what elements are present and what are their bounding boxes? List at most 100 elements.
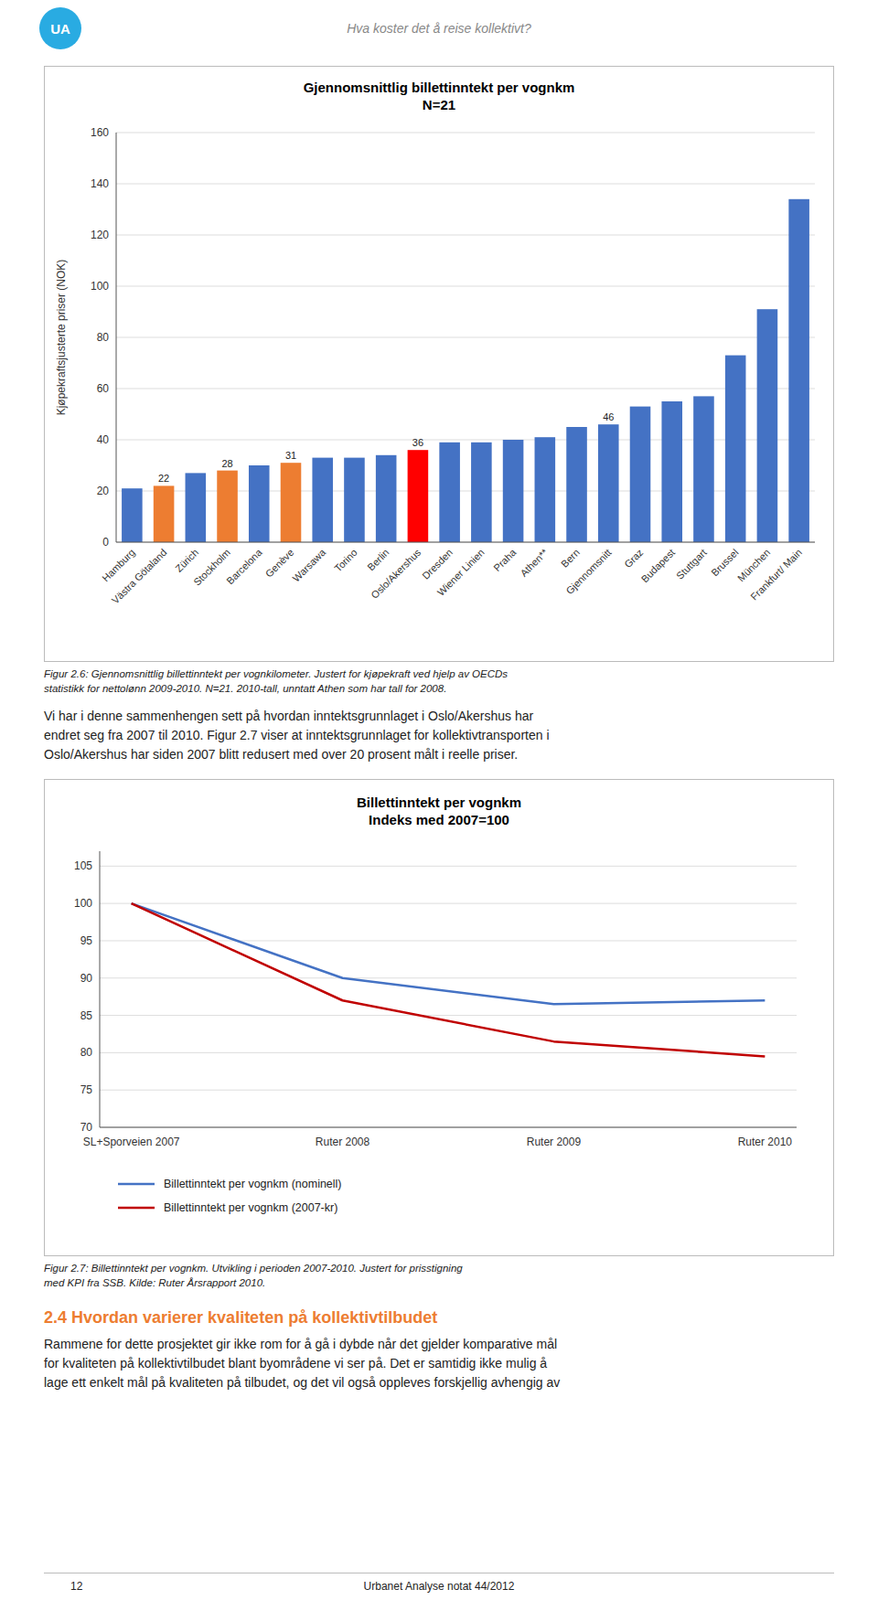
chart-title: Gjennomsnittlig billettinntekt per vognk…	[303, 79, 576, 113]
bar	[661, 401, 683, 543]
grid-line	[99, 1015, 797, 1017]
page: UAHva koster det å reise kollektivt? Gjen…	[0, 0, 878, 1393]
legend-label: Billettinntekt per vognkm (nominell)	[163, 1177, 343, 1191]
footer: 12Urbanet Analyse notat 44/2012	[0, 1569, 878, 1600]
data-label: 36	[412, 437, 424, 449]
y-tick-label: 120	[90, 228, 109, 242]
y-tick-label: 140	[90, 177, 109, 191]
data-label: 31	[285, 449, 297, 461]
bar	[535, 437, 557, 543]
data-label: 28	[221, 458, 233, 470]
x-tick-label: Berlin	[364, 546, 391, 573]
legend-swatch	[117, 1183, 155, 1187]
series-line	[131, 903, 766, 1005]
series-line	[131, 903, 766, 1057]
bar	[311, 458, 333, 543]
bar	[503, 439, 525, 543]
grid-line	[116, 235, 815, 236]
grid-line	[116, 542, 815, 544]
x-tick-label: Budapest	[639, 546, 677, 585]
grid-line	[99, 1127, 797, 1129]
page-number: 12	[70, 1580, 83, 1594]
bar	[375, 455, 397, 543]
x-tick-label: Praha	[491, 546, 519, 574]
y-tick-label: 100	[74, 897, 93, 911]
bar-chart: Gjennomsnittlig billettinntekt per vognk…	[44, 66, 834, 662]
x-tick-label: Barcelona	[224, 546, 265, 587]
bar	[280, 462, 302, 543]
publisher: Urbanet Analyse notat 44/2012	[0, 1580, 878, 1594]
grid-line	[116, 183, 815, 185]
x-tick-label: Warsawa	[290, 546, 329, 584]
x-tick-label: Brussel	[708, 546, 740, 579]
x-tick-label: Oslo/Akershus	[368, 546, 423, 601]
data-label: 22	[158, 472, 170, 484]
x-tick-label: Torino	[331, 546, 360, 575]
x-tick-label: Stuttgart	[674, 546, 709, 582]
x-axis	[116, 542, 815, 544]
grid-line	[99, 977, 797, 979]
bar	[153, 485, 175, 543]
bar	[407, 449, 429, 543]
x-tick-label: Athen**	[517, 546, 550, 579]
line-chart: Billettinntekt per vognkmIndeks med 2007…	[44, 780, 834, 1256]
x-tick-label: Västra Götaland	[109, 546, 170, 607]
y-tick-label: 60	[96, 382, 110, 396]
x-tick-label: Ruter 2010	[738, 1135, 793, 1149]
grid-line	[99, 1090, 797, 1092]
bar	[566, 427, 588, 543]
bar	[630, 406, 652, 543]
x-tick-label: Graz	[621, 546, 645, 570]
grid-line	[116, 337, 815, 339]
bar	[121, 488, 143, 543]
bar	[471, 442, 493, 543]
grid-line	[99, 903, 797, 905]
paragraph: Vi har i denne sammenhengen sett på hvor…	[43, 706, 835, 765]
grid-line	[99, 866, 797, 868]
bar	[725, 355, 747, 543]
figure-caption: Figur 2.7: Billettinntekt per vognkm. Ut…	[43, 1262, 835, 1291]
legend-label: Billettinntekt per vognkm (2007-kr)	[163, 1201, 338, 1215]
y-tick-label: 40	[96, 433, 110, 447]
footer-separator	[43, 1573, 835, 1574]
y-tick-label: 100	[90, 279, 109, 293]
legend-swatch	[117, 1207, 155, 1210]
y-tick-label: 85	[80, 1009, 94, 1023]
bar	[185, 472, 207, 543]
y-tick-label: 75	[80, 1083, 94, 1097]
x-tick-label: SL+Sporveien 2007	[83, 1135, 181, 1149]
y-axis	[99, 851, 101, 1128]
chart-box: Gjennomsnittlig billettinntekt per vognk…	[43, 65, 835, 663]
header: UAHva koster det å reise kollektivt?	[43, 0, 835, 57]
section-text: Rammene for dette prosjektet gir ikke ro…	[43, 1335, 835, 1393]
bar	[248, 465, 270, 543]
y-tick-label: 90	[80, 972, 94, 986]
grid-line	[116, 286, 815, 288]
y-tick-label: 20	[96, 484, 110, 498]
y-tick-label: 80	[80, 1046, 94, 1060]
y-tick-label: 95	[80, 934, 94, 948]
bar	[598, 424, 620, 543]
legend: Billettinntekt per vognkm (nominell) Bill…	[117, 1177, 343, 1215]
x-tick-label: Gjennomsnitt	[563, 546, 613, 597]
y-tick-label: 0	[102, 535, 109, 549]
y-tick-label: 160	[90, 126, 109, 140]
figure-caption: Figur 2.6: Gjennomsnittlig billettinntek…	[43, 667, 835, 696]
y-axis	[116, 132, 118, 543]
y-tick-label: 70	[80, 1121, 94, 1135]
x-axis	[99, 1127, 797, 1129]
y-tick-label: 105	[74, 859, 93, 873]
bar	[757, 309, 779, 543]
x-tick-label: Ruter 2009	[526, 1135, 582, 1149]
grid-line	[116, 388, 815, 390]
grid-line	[99, 940, 797, 942]
chart-title: Billettinntekt per vognkmIndeks med 2007…	[356, 794, 522, 828]
bars	[121, 199, 810, 543]
chart-box: Billettinntekt per vognkmIndeks med 2007…	[43, 779, 835, 1257]
bar	[693, 396, 715, 543]
data-label: 46	[602, 411, 614, 423]
bar	[439, 442, 461, 543]
bar	[343, 458, 365, 543]
x-tick-label: Bern	[558, 546, 582, 570]
grid-line	[116, 132, 815, 134]
